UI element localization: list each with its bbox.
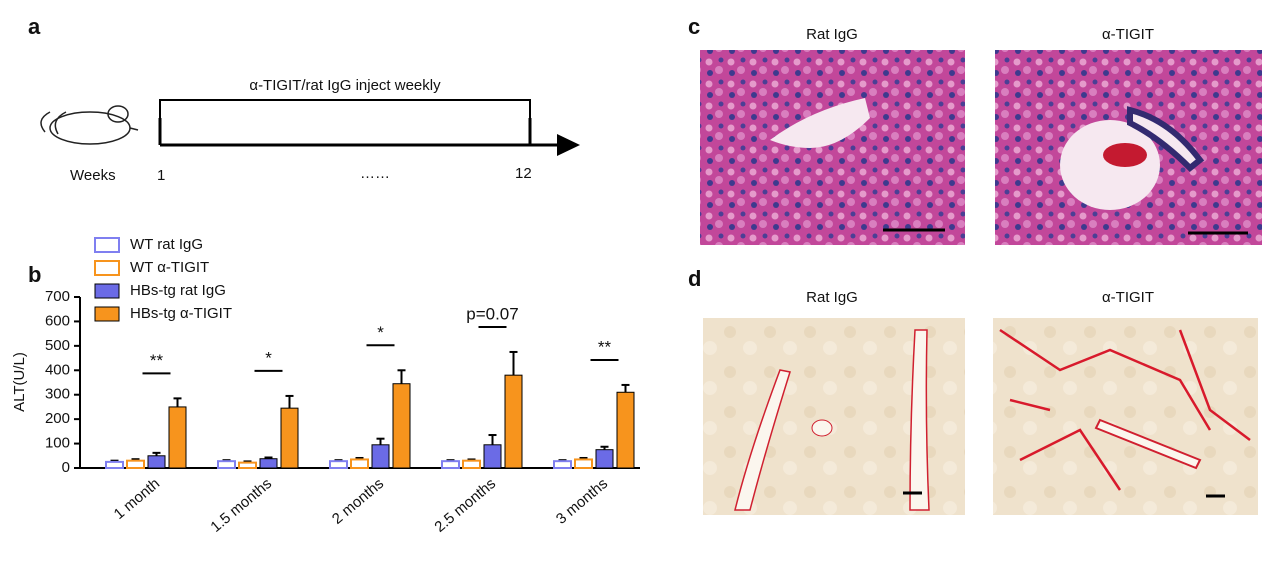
x-tick-label: 2.5 months xyxy=(431,475,499,536)
bar xyxy=(259,458,278,469)
bar-chart: b ALT(U/L) 0 100 200 300 400 500 600 700 WT rat … xyxy=(11,236,640,536)
x-tick-label: 2 months xyxy=(329,475,387,528)
y-tick-label: 700 xyxy=(45,288,70,305)
week-end: 12 xyxy=(515,165,532,182)
image-title: α-TIGIT xyxy=(1102,26,1154,43)
x-tick-label: 1 month xyxy=(111,475,163,523)
panel-label: a xyxy=(28,14,41,39)
bar xyxy=(105,460,124,469)
y-tick-label: 100 xyxy=(45,435,70,452)
bar xyxy=(126,459,145,469)
legend-label: WT α-TIGIT xyxy=(130,259,209,276)
bar xyxy=(616,391,635,469)
bar xyxy=(329,460,348,470)
significance-label: ** xyxy=(150,351,164,370)
bar xyxy=(392,383,411,469)
x-tick-label: 1.5 months xyxy=(207,475,275,536)
bar xyxy=(595,449,614,469)
bar xyxy=(483,444,502,469)
panel-label: c xyxy=(688,14,700,39)
y-tick-label: 200 xyxy=(45,410,70,427)
legend-label: HBs-tg rat IgG xyxy=(130,282,226,299)
bar xyxy=(441,460,460,470)
y-tick-label: 500 xyxy=(45,337,70,354)
bar xyxy=(280,407,299,469)
legend-swatch xyxy=(94,237,120,253)
image-title: α-TIGIT xyxy=(1102,289,1154,306)
bar xyxy=(462,459,481,469)
he-image xyxy=(995,50,1262,245)
y-tick-label: 400 xyxy=(45,361,70,378)
panel-label: b xyxy=(28,262,41,287)
legend-swatch xyxy=(94,306,120,322)
y-tick-label: 600 xyxy=(45,312,70,329)
bar xyxy=(504,374,523,469)
bar xyxy=(217,460,236,470)
sirius-red-image xyxy=(703,318,965,515)
y-tick-label: 0 xyxy=(62,459,70,476)
axis-label: Weeks xyxy=(70,167,116,184)
panel-label: d xyxy=(688,266,701,291)
legend-swatch xyxy=(94,283,120,299)
legend-label: WT rat IgG xyxy=(130,236,203,253)
significance-label: ** xyxy=(598,337,612,356)
bar xyxy=(371,444,390,469)
sirius-red-image xyxy=(993,318,1258,515)
timeline xyxy=(158,99,580,156)
bar xyxy=(238,461,257,469)
bar xyxy=(553,460,572,470)
bar xyxy=(168,406,187,469)
timeline-caption: α-TIGIT/rat IgG inject weekly xyxy=(249,77,441,94)
image-title: Rat IgG xyxy=(806,26,858,43)
legend-label: HBs-tg α-TIGIT xyxy=(130,305,232,322)
bar xyxy=(147,455,166,469)
bar xyxy=(574,458,593,470)
significance-label: p=0.07 xyxy=(466,304,518,323)
x-tick-label: 3 months xyxy=(553,475,611,528)
week-start: 1 xyxy=(157,167,165,184)
significance-label: * xyxy=(265,348,272,367)
significance-label: * xyxy=(377,323,384,342)
he-image xyxy=(700,50,965,245)
y-tick-label: 300 xyxy=(45,386,70,403)
image-title: Rat IgG xyxy=(806,289,858,306)
y-axis-label: ALT(U/L) xyxy=(11,352,28,412)
ellipsis: …… xyxy=(360,165,390,182)
legend-swatch xyxy=(94,260,120,276)
mouse-icon xyxy=(40,105,139,145)
bar xyxy=(350,458,369,470)
